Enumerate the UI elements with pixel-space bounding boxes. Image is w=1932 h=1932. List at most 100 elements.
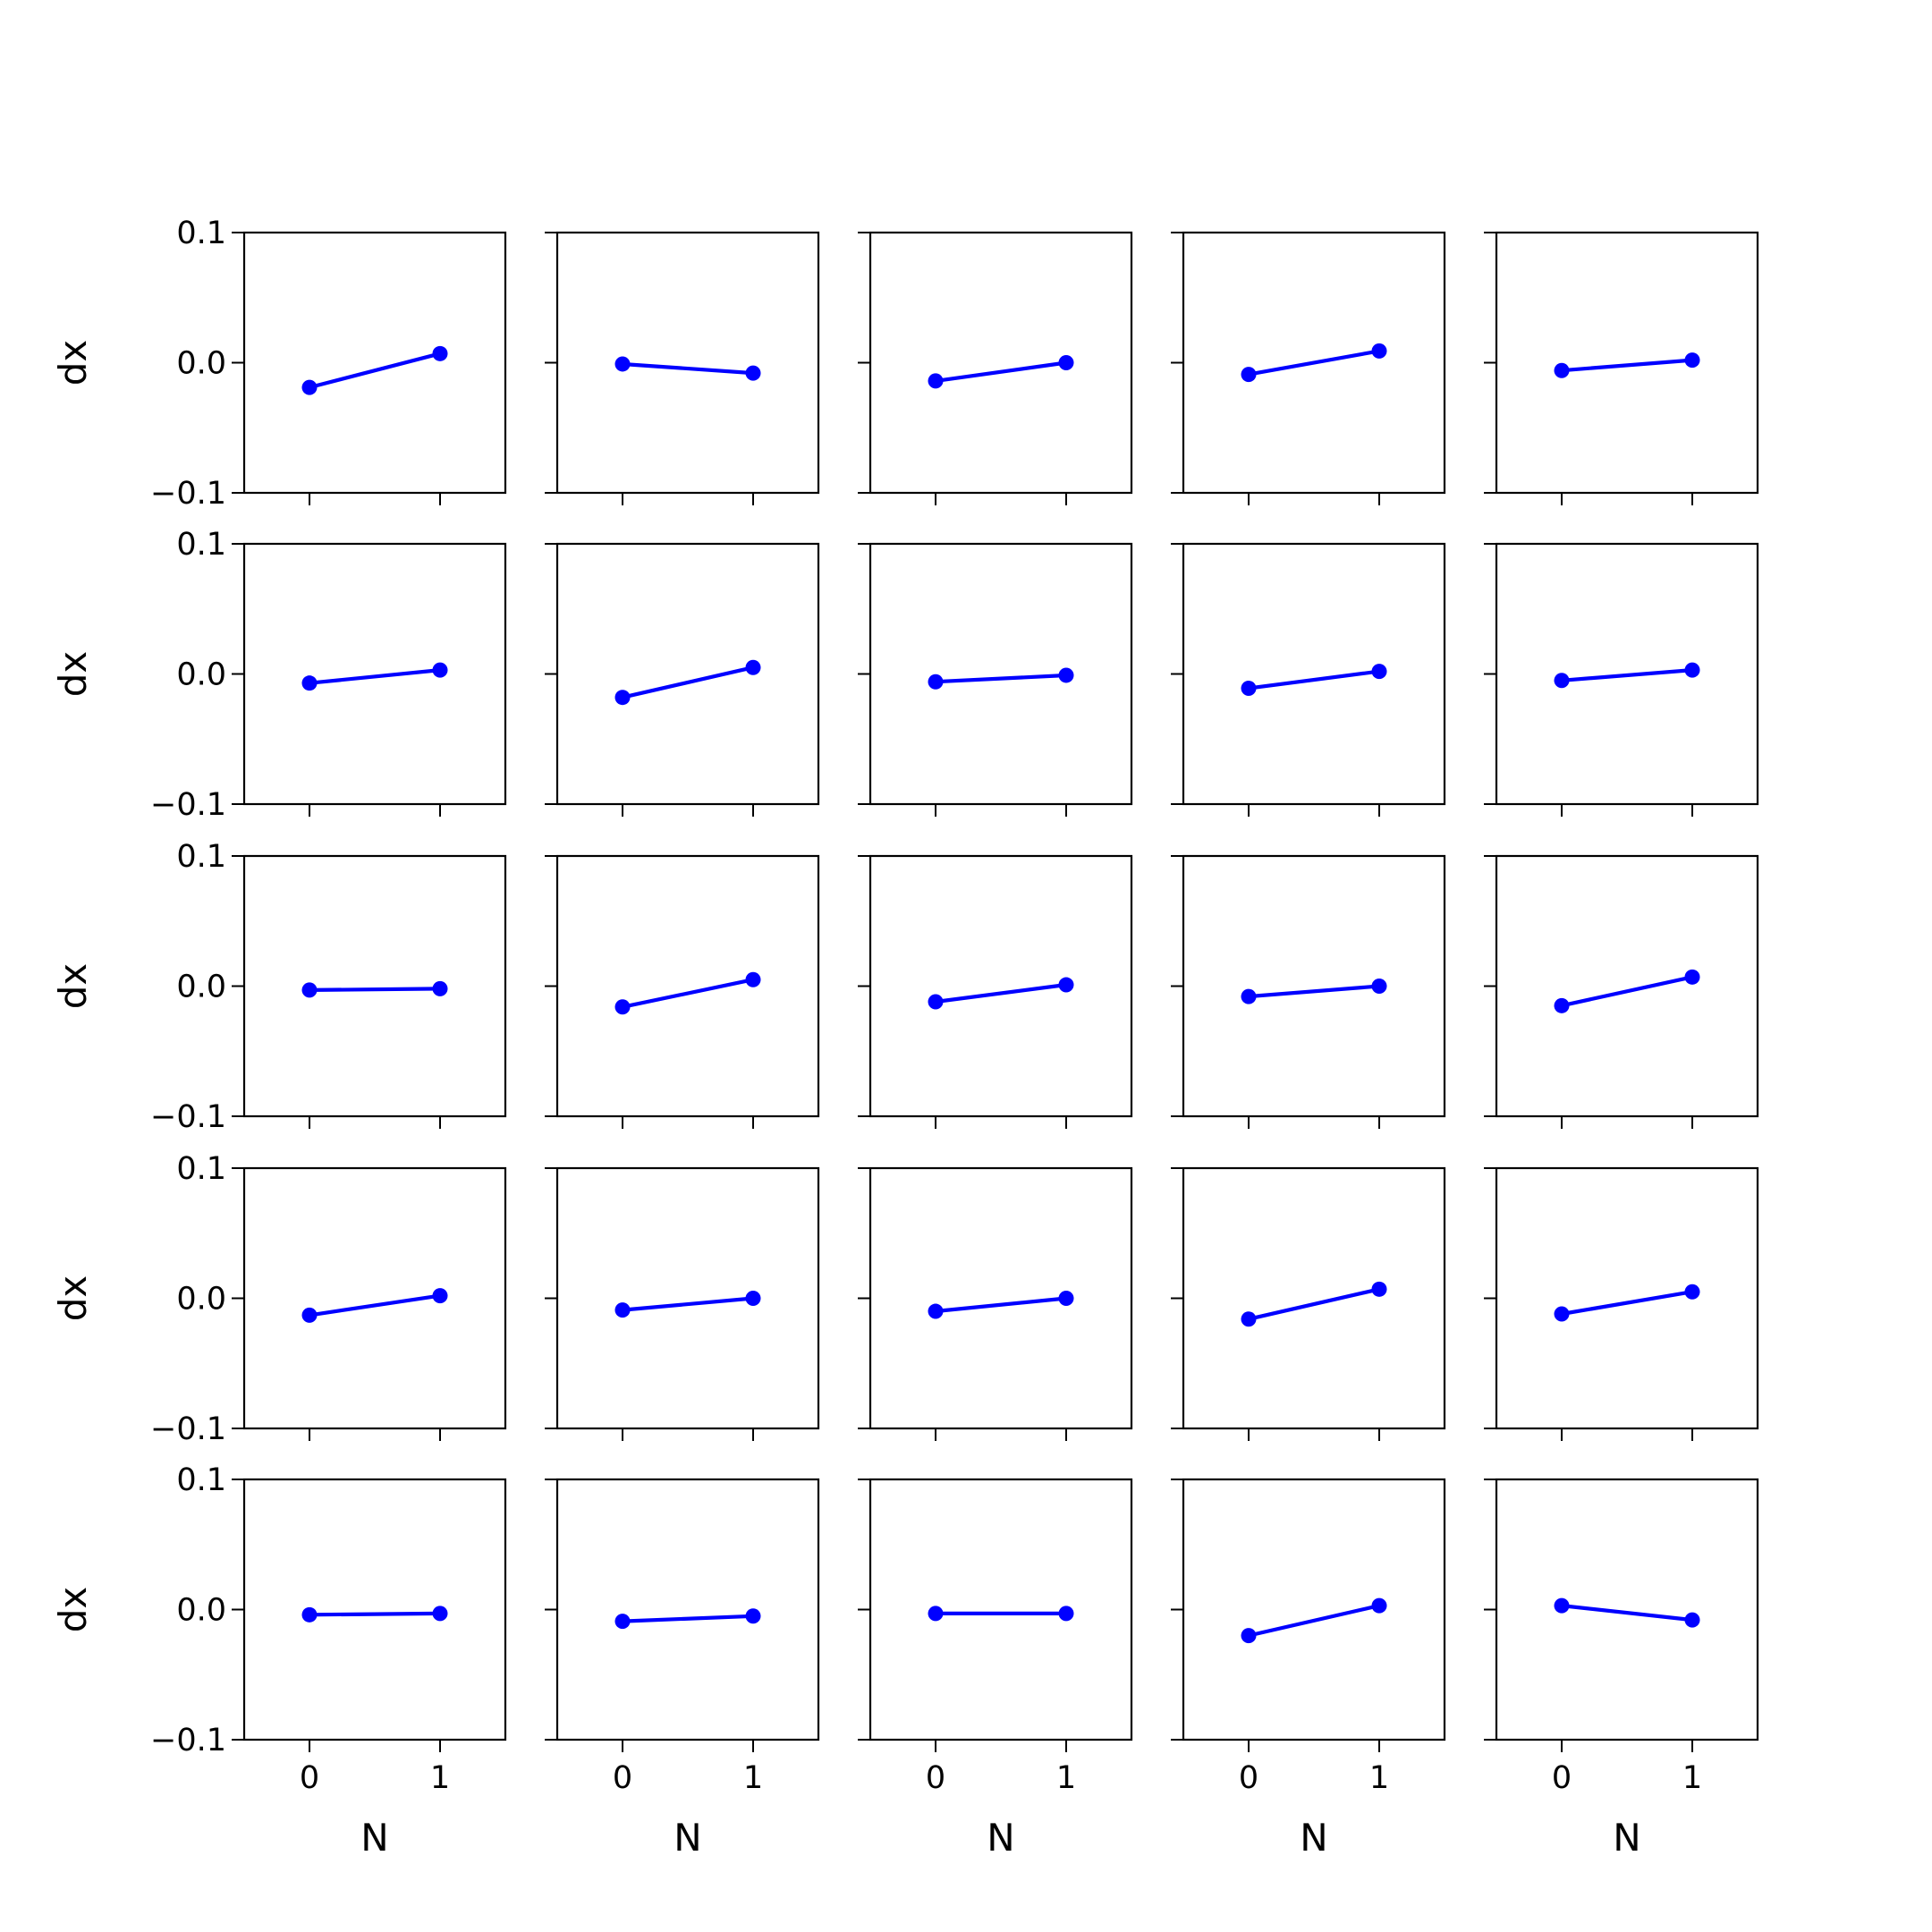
x-axis-label: N [987,1816,1014,1860]
axes-frame [555,854,820,1118]
subplot-r2-c4 [1484,854,1759,1129]
x-tick-label: 0 [1552,1760,1572,1796]
data-point [745,1291,761,1306]
subplot-r3-c0: 0.1 0.0 −0.1 dx [51,1151,507,1447]
subplot-r0-c0: 0.1 0.0 −0.1 dx [51,216,507,512]
series-line [1559,1603,1695,1623]
x-axis-label: N [1300,1816,1327,1860]
series-line [1559,975,1695,1008]
data-point [1684,1612,1700,1628]
data-point [928,674,944,690]
data-point [928,373,944,389]
data-point [432,1288,448,1304]
axes-frame [555,1478,820,1741]
data-point [1554,1306,1570,1322]
data-point [301,1307,318,1323]
subplot-r3-c3 [1171,1166,1446,1441]
x-tick-label: 1 [1682,1760,1702,1796]
axes-frame [869,542,1133,806]
axes-frame [555,1166,820,1430]
y-tick-label: −0.1 [150,476,226,512]
data-point [301,379,318,395]
y-tick-label: 0.0 [176,1282,226,1318]
y-tick-label: −0.1 [150,1099,226,1135]
data-point [614,356,631,372]
series-line [933,982,1069,1004]
data-point [1058,355,1074,370]
axes-frame [555,231,820,495]
y-tick-label: −0.1 [150,1723,226,1758]
series-line [620,978,756,1009]
data-point [745,1608,761,1624]
series-line [1246,669,1382,691]
subplot-r4-c4: 0 1 N [1484,1478,1759,1860]
series-line [933,360,1069,383]
y-tick-label: 0.1 [176,527,226,563]
y-tick-label: 0.0 [176,346,226,382]
subplot-r2-c3 [1171,854,1446,1129]
subplot-r2-c2 [858,854,1133,1129]
subplot-r4-c3: 0 1 N [1171,1478,1446,1860]
y-tick-label: 0.1 [176,1462,226,1498]
axes-frame [1182,1166,1446,1430]
series-line [1246,1603,1382,1638]
subplot-r4-c2: 0 1 N [858,1478,1133,1860]
x-tick-label: 0 [300,1760,319,1796]
data-point [928,1606,944,1622]
data-point [928,994,944,1010]
subplot-r4-c0: 0.1 0.0 −0.1 0 1 dx N [51,1462,507,1860]
x-axis-label: N [1613,1816,1640,1860]
subplot-r3-c1 [545,1166,820,1441]
series-line [1246,1287,1382,1321]
data-point [1241,367,1257,383]
series-line [1559,358,1695,373]
x-axis-label: N [360,1816,388,1860]
data-point [432,662,448,678]
axes-frame [555,542,820,806]
subplot-r0-c1 [545,231,820,505]
axes-frame [869,231,1133,495]
subplot-r1-c1 [545,542,820,817]
series-line [1246,984,1382,999]
axes-frame [869,1478,1133,1741]
y-tick-label: 0.1 [176,216,226,251]
y-tick-label: 0.0 [176,1593,226,1629]
subplot-r1-c3 [1171,542,1446,817]
y-axis-label: dx [51,963,95,1010]
subplot-r2-c0: 0.1 0.0 −0.1 dx [51,839,507,1135]
series-line [1559,667,1695,682]
data-point [432,345,448,361]
data-point [614,1302,631,1318]
subplot-r0-c4 [1484,231,1759,505]
data-point [1058,1291,1074,1306]
data-point [745,365,761,381]
x-tick-label: 1 [430,1760,450,1796]
data-point [1058,1606,1074,1622]
data-point [745,971,761,987]
y-tick-label: 0.1 [176,1151,226,1187]
data-point [1554,997,1570,1013]
axes-frame [1495,854,1759,1118]
x-tick-label: 0 [613,1760,632,1796]
data-point [1684,969,1700,985]
data-point [1241,1311,1257,1327]
data-point [1371,1281,1387,1297]
axes-frame [1495,231,1759,495]
series-line [1559,1290,1695,1317]
subplot-r3-c2 [858,1166,1133,1441]
x-tick-label: 0 [926,1760,945,1796]
data-point [1371,979,1387,994]
data-point [1241,1628,1257,1644]
subplot-r4-c1: 0 1 N [545,1478,820,1860]
data-point [1371,343,1387,359]
axes-frame [1182,1478,1446,1741]
series-line [933,1296,1069,1314]
axes-frame [869,1166,1133,1430]
data-point [1684,662,1700,678]
y-axis-label: dx [51,340,95,386]
axes-frame [242,1166,507,1430]
data-point [301,982,318,998]
axes-frame [869,854,1133,1118]
series-line [1246,349,1382,377]
